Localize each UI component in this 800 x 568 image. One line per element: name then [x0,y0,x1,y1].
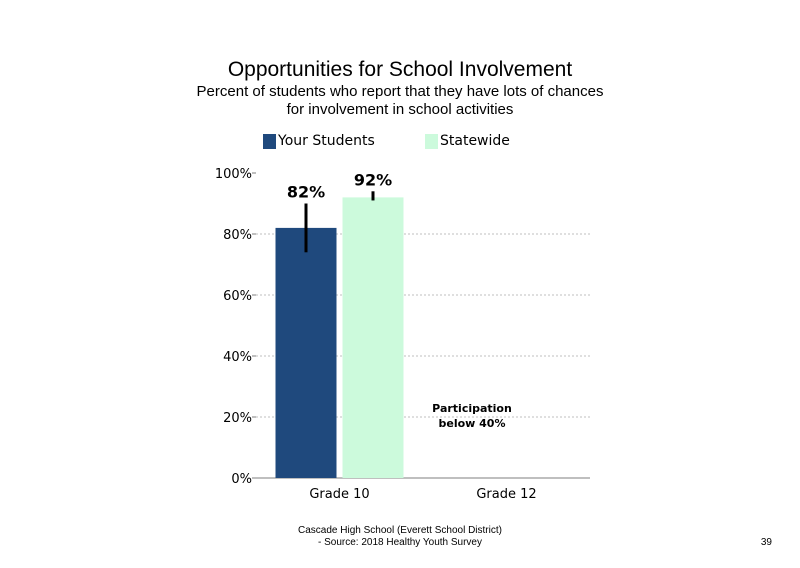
data-label-0-0: 82% [287,183,325,202]
footer-source: - Source: 2018 Healthy Youth Survey [318,537,482,548]
y-tick-label-3: 60% [223,289,252,304]
y-tick-label-2: 40% [223,350,252,365]
legend-label-statewide: Statewide [440,133,510,149]
subtitle-line-1: Percent of students who report that they… [196,83,604,100]
chart-title: Opportunities for School Involvement [227,58,573,81]
y-tick-label-0: 0% [231,472,252,487]
legend-item-your-students: Your Students [263,133,375,149]
legend-label-your-students: Your Students [278,133,375,149]
x-tick-label-0: Grade 10 [309,487,369,502]
annotation-line-2: below 40% [439,417,506,430]
y-tick-label-4: 80% [223,228,252,243]
legend-swatch-your-students [263,133,276,149]
y-tick-label-1: 20% [223,411,252,426]
y-tick-label-5: 100% [215,167,252,182]
footer: Cascade High School (Everett School Dist… [0,525,800,549]
annotation-line-1: Participation [432,402,512,415]
x-tick-label-1: Grade 12 [476,487,536,502]
bar-1-0 [342,197,404,478]
bar-0-0 [275,227,337,478]
data-label-1-0: 92% [354,170,392,189]
chart-subtitle: Percent of students who report that they… [0,83,800,119]
legend-item-statewide: Statewide [425,133,510,149]
page-number: 39 [760,537,772,548]
legend-swatch-statewide [425,133,438,149]
subtitle-line-2: for involvement in school activities [286,101,514,118]
footer-school: Cascade High School (Everett School Dist… [298,525,502,536]
